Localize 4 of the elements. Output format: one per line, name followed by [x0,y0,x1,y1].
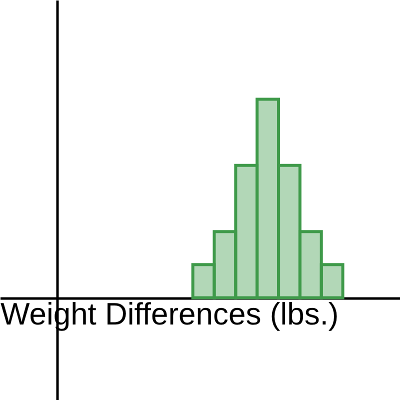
bar [298,230,323,300]
bar [256,98,280,300]
bar [320,263,344,300]
bar [277,164,302,300]
